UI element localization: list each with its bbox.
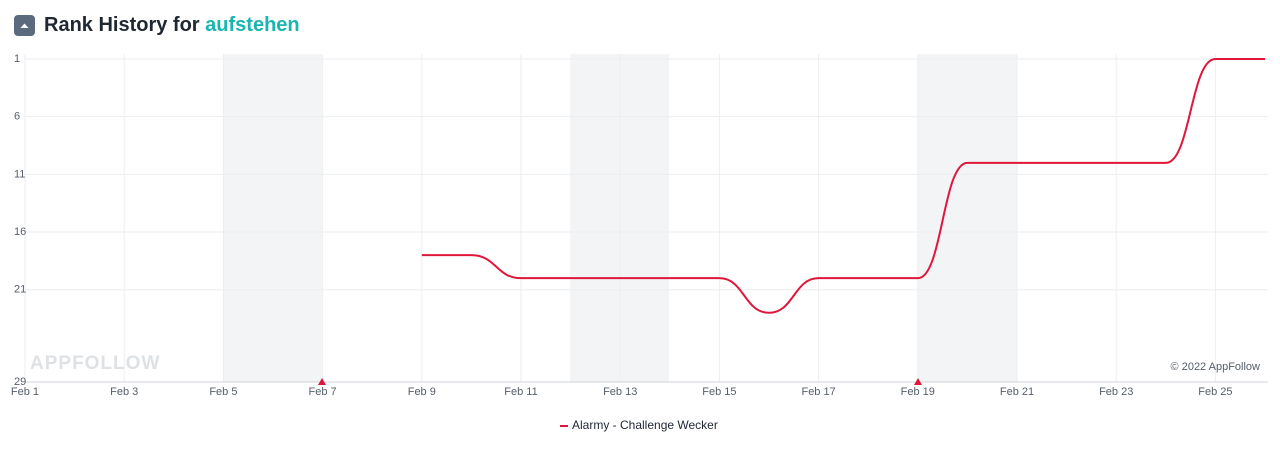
weekend-band: [570, 54, 669, 382]
collapse-icon: [20, 23, 29, 28]
x-tick-label: Feb 1: [11, 386, 39, 398]
weekend-band: [223, 54, 322, 382]
title-keyword: aufstehen: [205, 14, 299, 36]
y-tick-label: 6: [14, 111, 20, 123]
weekend-band: [918, 54, 1017, 382]
x-tick-label: Feb 21: [1000, 386, 1034, 398]
x-tick-label: Feb 13: [603, 386, 637, 398]
series-line: [421, 58, 1265, 314]
legend-label[interactable]: Alarmy - Challenge Wecker: [572, 418, 718, 432]
copyright: © 2022 AppFollow: [1171, 361, 1260, 373]
event-marker: [318, 378, 326, 385]
x-tick-label: Feb 5: [209, 386, 237, 398]
x-tick-label: Feb 9: [408, 386, 436, 398]
y-tick-label: 11: [14, 168, 25, 180]
x-tick-label: Feb 7: [309, 386, 337, 398]
y-tick-label: 21: [14, 284, 26, 296]
watermark: APPFOLLOW: [30, 353, 160, 374]
y-tick-label: 1: [14, 53, 20, 65]
x-tick-label: Feb 15: [702, 386, 736, 398]
x-tick-label: Feb 17: [801, 386, 835, 398]
x-tick-label: Feb 3: [110, 386, 138, 398]
chart-title: Rank History for aufstehen: [44, 14, 300, 36]
y-tick-label: 16: [14, 226, 26, 238]
x-tick-label: Feb 19: [901, 386, 935, 398]
event-marker: [914, 378, 922, 385]
y-tick-label: 29: [14, 376, 26, 388]
x-tick-label: Feb 11: [504, 386, 537, 398]
weekend-bands: [223, 54, 1017, 382]
title-text: Rank History for: [44, 14, 200, 36]
x-tick-label: Feb 23: [1099, 386, 1133, 398]
x-tick-label: Feb 25: [1198, 386, 1232, 398]
